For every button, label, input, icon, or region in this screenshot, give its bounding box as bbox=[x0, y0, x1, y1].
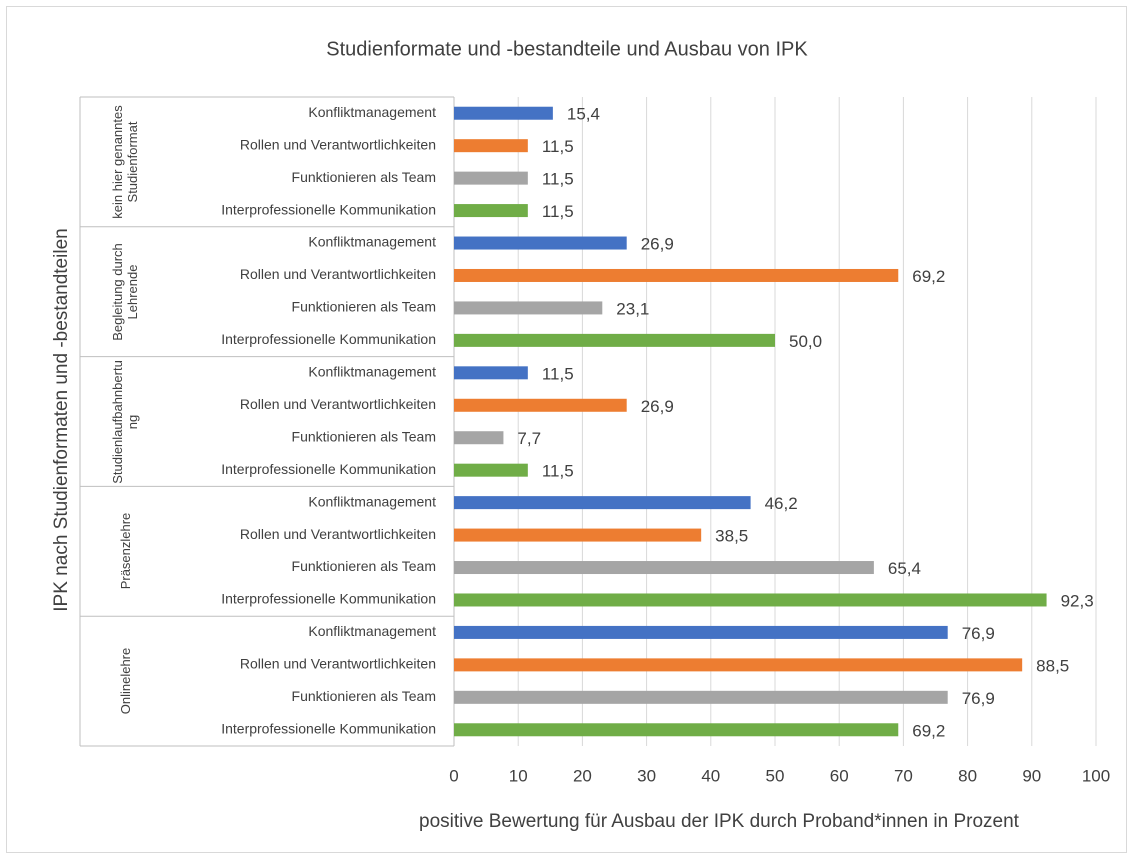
category-label: Rollen und Verantwortlichkeiten bbox=[240, 136, 436, 152]
bar bbox=[454, 723, 899, 737]
value-label: 38,5 bbox=[715, 527, 748, 546]
value-label: 11,5 bbox=[542, 137, 574, 156]
y-axis-label: IPK nach Studienformaten und -bestandtei… bbox=[51, 228, 72, 611]
category-label: Funktionieren als Team bbox=[292, 558, 436, 574]
x-tick-label: 90 bbox=[1022, 766, 1041, 785]
value-label: 65,4 bbox=[888, 559, 921, 578]
value-label: 23,1 bbox=[616, 299, 649, 318]
value-label: 69,2 bbox=[912, 721, 945, 740]
x-tick-label: 20 bbox=[573, 766, 592, 785]
x-tick-label: 70 bbox=[894, 766, 913, 785]
value-label: 7,7 bbox=[517, 429, 541, 448]
category-label: Konfliktmanagement bbox=[308, 364, 436, 380]
value-label: 76,9 bbox=[962, 624, 995, 643]
bar bbox=[454, 333, 775, 347]
bar bbox=[454, 496, 751, 510]
category-label: Funktionieren als Team bbox=[292, 299, 436, 315]
group-label: Präsenzlehre bbox=[117, 512, 133, 590]
category-label: Konfliktmanagement bbox=[308, 493, 436, 509]
x-tick-label: 0 bbox=[449, 766, 458, 785]
group-label: kein hier genanntes Studienformat bbox=[109, 105, 140, 219]
bar bbox=[454, 561, 874, 575]
category-label: Funktionieren als Team bbox=[292, 169, 436, 185]
value-label: 69,2 bbox=[912, 267, 945, 286]
value-label: 11,5 bbox=[542, 170, 574, 189]
bar bbox=[454, 301, 603, 315]
category-label: Konfliktmanagement bbox=[308, 234, 436, 250]
bar bbox=[454, 463, 528, 477]
chart-title: Studienformate und -bestandteile und Aus… bbox=[326, 38, 808, 60]
bar bbox=[454, 366, 528, 380]
bar bbox=[454, 431, 504, 445]
x-axis-label: positive Bewertung für Ausbau der IPK du… bbox=[419, 811, 1020, 832]
category-label: Interprofessionelle Kommunikation bbox=[221, 331, 436, 347]
chart-border bbox=[6, 6, 1127, 853]
bar bbox=[454, 171, 528, 185]
value-label: 88,5 bbox=[1036, 656, 1069, 675]
category-label: Interprofessionelle Kommunikation bbox=[221, 591, 436, 607]
category-label: Interprofessionelle Kommunikation bbox=[221, 461, 436, 477]
x-tick-label: 50 bbox=[766, 766, 785, 785]
value-label: 11,5 bbox=[542, 462, 574, 481]
x-tick-label: 30 bbox=[637, 766, 656, 785]
x-tick-label: 100 bbox=[1082, 766, 1110, 785]
value-label: 46,2 bbox=[765, 494, 798, 513]
category-label: Interprofessionelle Kommunikation bbox=[221, 201, 436, 217]
category-label: Rollen und Verantwortlichkeiten bbox=[240, 266, 436, 282]
value-label: 50,0 bbox=[789, 332, 822, 351]
bar bbox=[454, 528, 702, 542]
bar bbox=[454, 625, 948, 639]
bar bbox=[454, 139, 528, 153]
category-label: Konfliktmanagement bbox=[308, 623, 436, 639]
category-label: Rollen und Verantwortlichkeiten bbox=[240, 526, 436, 542]
value-label: 76,9 bbox=[962, 689, 995, 708]
bar bbox=[454, 690, 948, 704]
value-label: 11,5 bbox=[542, 202, 574, 221]
x-tick-label: 40 bbox=[701, 766, 720, 785]
group-label: Onlinelehre bbox=[117, 647, 133, 715]
value-label: 26,9 bbox=[641, 235, 674, 254]
bar bbox=[454, 204, 528, 218]
category-label: Konfliktmanagement bbox=[308, 104, 436, 120]
bar bbox=[454, 236, 627, 250]
x-tick-label: 10 bbox=[509, 766, 528, 785]
category-label: Rollen und Verantwortlichkeiten bbox=[240, 656, 436, 672]
category-label: Rollen und Verantwortlichkeiten bbox=[240, 396, 436, 412]
x-tick-label: 60 bbox=[830, 766, 849, 785]
x-tick-label: 80 bbox=[958, 766, 977, 785]
bar bbox=[454, 658, 1023, 672]
bar bbox=[454, 106, 553, 120]
category-label: Funktionieren als Team bbox=[292, 428, 436, 444]
value-label: 15,4 bbox=[567, 105, 600, 124]
value-label: 11,5 bbox=[542, 364, 574, 383]
bar bbox=[454, 268, 899, 282]
value-label: 92,3 bbox=[1061, 591, 1094, 610]
value-label: 26,9 bbox=[641, 397, 674, 416]
category-label: Funktionieren als Team bbox=[292, 688, 436, 704]
bar bbox=[454, 398, 627, 412]
group-label: Begleitung durch Lehrende bbox=[109, 242, 140, 341]
group-label: Studienlaufbahnbertung bbox=[109, 359, 140, 484]
bar bbox=[454, 593, 1047, 607]
category-label: Interprofessionelle Kommunikation bbox=[221, 720, 436, 736]
